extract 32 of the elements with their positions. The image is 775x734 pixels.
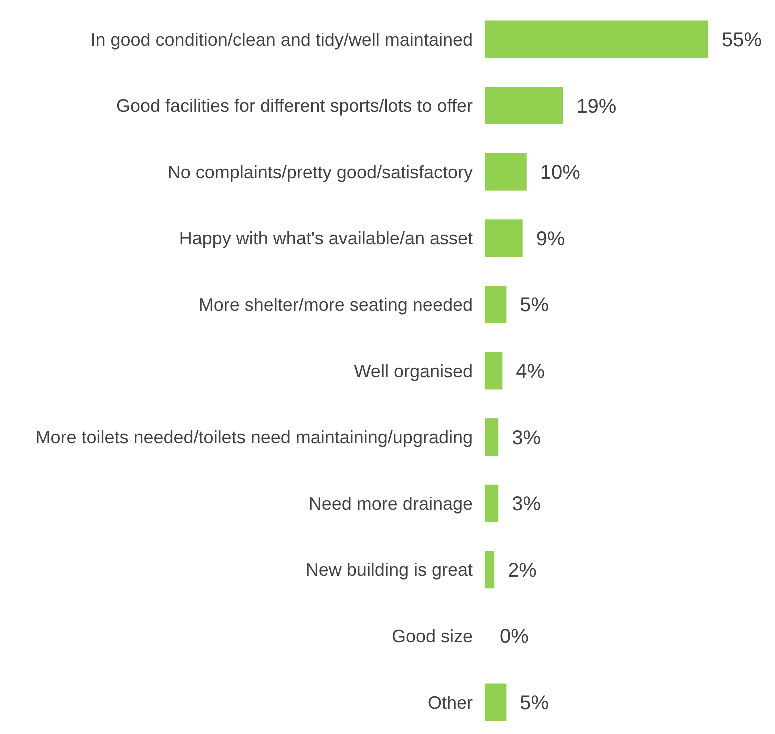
bar bbox=[486, 551, 495, 589]
y-tick-label: No complaints/pretty good/satisfactory bbox=[168, 162, 473, 182]
y-tick-label: Good size bbox=[392, 626, 473, 647]
data-label: 3% bbox=[512, 427, 542, 450]
bar bbox=[486, 418, 499, 456]
bar bbox=[486, 220, 523, 258]
bar bbox=[486, 484, 499, 522]
data-label: 3% bbox=[512, 494, 542, 516]
bar bbox=[486, 352, 503, 390]
y-tick-label: Other bbox=[428, 692, 473, 713]
bar bbox=[486, 684, 507, 722]
data-label: 2% bbox=[508, 560, 538, 582]
y-tick-label: Good facilities for different sports/lots to offer bbox=[116, 96, 473, 116]
bar bbox=[486, 286, 507, 324]
y-tick-label: More toilets needed/toilets need maintaining/upgrading bbox=[36, 428, 473, 448]
y-tick-label: In good condition/clean and tidy/well maintained bbox=[90, 30, 473, 50]
data-label: 5% bbox=[520, 294, 550, 317]
bar bbox=[486, 20, 708, 58]
y-tick-label: Well organised bbox=[354, 361, 473, 382]
y-tick-label: More shelter/more seating needed bbox=[198, 295, 473, 315]
bar bbox=[486, 87, 564, 125]
y-tick-label: Need more drainage bbox=[308, 494, 473, 514]
data-label: 0% bbox=[500, 626, 530, 648]
data-label: 10% bbox=[540, 162, 581, 184]
y-tick-label: New building is great bbox=[306, 560, 473, 580]
data-label: 9% bbox=[536, 228, 566, 250]
data-label: 19% bbox=[576, 96, 617, 118]
y-tick-label: Happy with what's available/an asset bbox=[179, 228, 473, 249]
data-label: 4% bbox=[516, 361, 546, 383]
bar bbox=[486, 153, 527, 191]
data-label: 55% bbox=[722, 29, 762, 52]
data-label: 5% bbox=[520, 692, 550, 715]
